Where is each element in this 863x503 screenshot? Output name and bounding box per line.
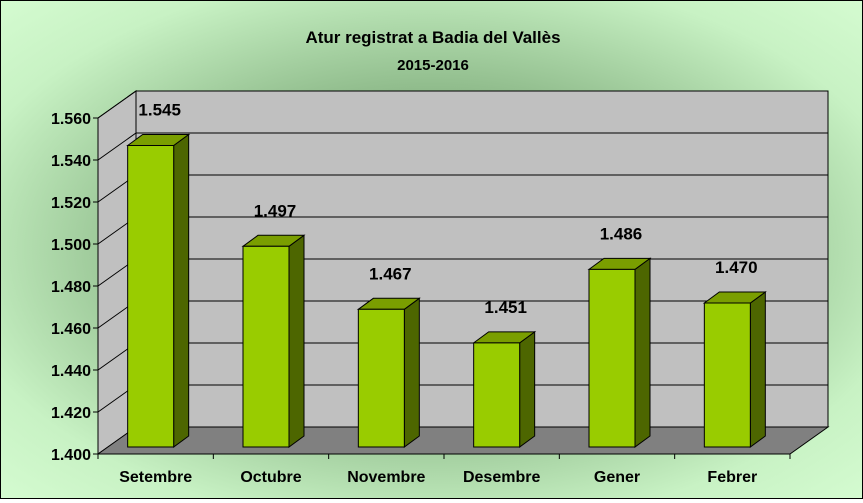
bar bbox=[473, 342, 521, 448]
bar bbox=[242, 245, 290, 448]
bar-side bbox=[749, 291, 766, 448]
bar-side bbox=[288, 234, 305, 448]
y-tick-label: 1.460 bbox=[51, 321, 91, 338]
bar-side bbox=[403, 297, 420, 448]
bar bbox=[357, 308, 405, 448]
y-tick-label: 1.420 bbox=[51, 405, 91, 422]
x-tick-label: Octubre bbox=[240, 469, 301, 486]
x-tick-label: Novembre bbox=[347, 469, 425, 486]
x-tick-label: Gener bbox=[594, 469, 640, 486]
y-tick-label: 1.400 bbox=[51, 447, 91, 464]
data-label: 1.470 bbox=[715, 258, 758, 277]
y-tick-label: 1.480 bbox=[51, 279, 91, 296]
bar-side bbox=[519, 330, 536, 448]
y-tick-label: 1.560 bbox=[51, 111, 91, 128]
bar-side bbox=[634, 257, 651, 448]
y-tick-label: 1.500 bbox=[51, 237, 91, 254]
bar-side bbox=[173, 133, 190, 448]
chart-title: Atur registrat a Badia del Vallès bbox=[305, 28, 560, 47]
data-label: 1.467 bbox=[369, 264, 412, 283]
data-label: 1.451 bbox=[484, 298, 527, 317]
y-tick-label: 1.520 bbox=[51, 195, 91, 212]
x-tick-label: Setembre bbox=[119, 469, 192, 486]
data-label: 1.545 bbox=[138, 101, 181, 120]
bar bbox=[703, 302, 751, 448]
x-tick-label: Desembre bbox=[463, 469, 540, 486]
bar bbox=[127, 145, 175, 448]
chart-subtitle: 2015-2016 bbox=[397, 57, 469, 74]
bar bbox=[588, 268, 636, 448]
plot-area: 1.400 1.420 1.440 1.460 1.480 1.500 1.520 1.540… bbox=[51, 90, 830, 486]
x-tick-label: Febrer bbox=[707, 469, 757, 486]
gridline bbox=[97, 132, 828, 161]
y-tick-label: 1.540 bbox=[51, 153, 91, 170]
data-label: 1.486 bbox=[600, 224, 643, 243]
y-tick-label: 1.440 bbox=[51, 363, 91, 380]
data-label: 1.497 bbox=[254, 201, 297, 220]
gridline bbox=[97, 90, 828, 119]
